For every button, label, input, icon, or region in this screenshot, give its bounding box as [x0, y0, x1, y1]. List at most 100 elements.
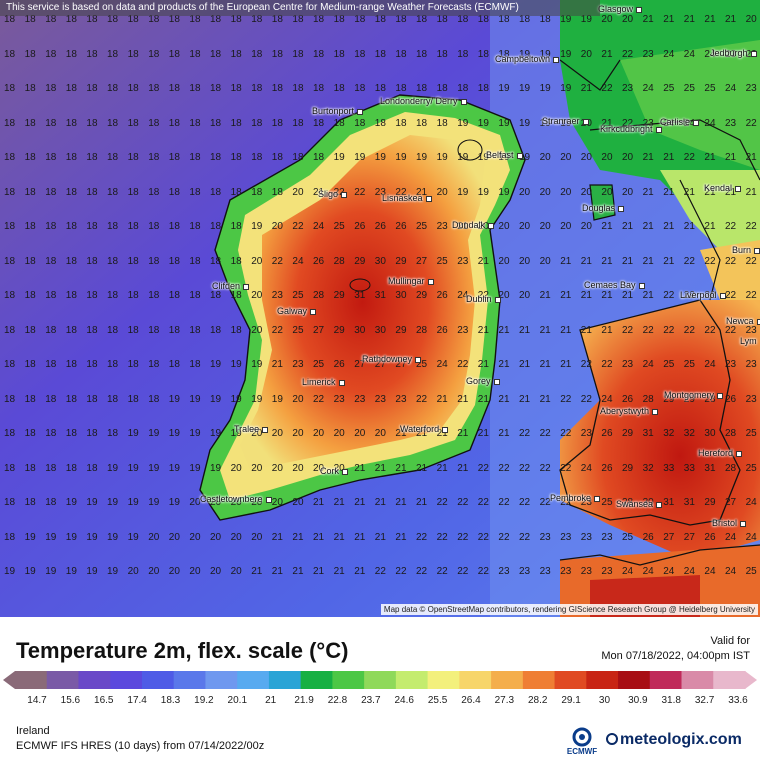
city-label[interactable]: Kendal: [704, 183, 742, 193]
grid-value: 18: [189, 48, 201, 60]
grid-value: 18: [86, 255, 98, 267]
city-label[interactable]: Galway: [277, 306, 317, 316]
city-label[interactable]: Clifden: [212, 281, 250, 291]
grid-value: 21: [601, 117, 613, 129]
grid-value: 18: [230, 255, 242, 267]
city-label[interactable]: Bristol: [712, 518, 747, 528]
grid-value: 25: [663, 359, 675, 370]
grid-value: 20: [251, 255, 263, 267]
temperature-map[interactable]: 18 18 18 18 18 18 18 18 18 18 18 18 18 18 18 18 18 18 18 18…: [0, 0, 760, 617]
city-label[interactable]: Kirkcudbright: [600, 124, 662, 134]
grid-value: 20: [519, 290, 531, 301]
city-marker-icon: [493, 378, 500, 385]
grid-value: 18: [519, 14, 531, 25]
grid-value: 29: [416, 290, 428, 301]
grid-value: 23: [560, 531, 572, 543]
city-label[interactable]: Dublin: [466, 294, 501, 304]
grid-value: 20: [560, 186, 572, 198]
city-label[interactable]: Liverpool: [680, 290, 726, 300]
grid-value: 21: [580, 324, 592, 336]
grid-value: 21: [663, 255, 675, 267]
grid-value: 18: [24, 152, 36, 163]
grid-value: 21: [663, 221, 675, 232]
grid-value: 20: [292, 462, 304, 474]
city-label[interactable]: Dundalk: [452, 220, 495, 230]
grid-value: 19: [560, 117, 572, 129]
city-label[interactable]: Burtonport: [312, 106, 364, 116]
grid-value: 18: [148, 186, 160, 198]
city-label[interactable]: Londonderry/ Derry: [380, 96, 467, 106]
grid-value: 18: [24, 117, 36, 129]
grid-value: 21: [313, 566, 325, 577]
city-label[interactable]: Gorey: [466, 376, 500, 386]
grid-value: 18: [86, 48, 98, 60]
city-label[interactable]: Carlisle: [660, 117, 700, 127]
grid-value: 18: [210, 221, 222, 232]
grid-value: 21: [374, 497, 386, 508]
grid-value: 18: [86, 186, 98, 198]
city-label[interactable]: Lisnaskea: [382, 193, 432, 203]
scale-segment: [681, 671, 714, 689]
ecmwf-logo-icon[interactable]: ECMWF: [562, 726, 602, 756]
grid-value: 20: [580, 48, 592, 60]
city-label[interactable]: Burn: [732, 245, 760, 255]
grid-value: 21: [436, 428, 448, 439]
city-label[interactable]: Sligo: [318, 189, 348, 199]
city-label[interactable]: Lym: [740, 336, 760, 346]
city-label[interactable]: Tralee: [234, 424, 269, 434]
city-label[interactable]: Glasgow: [598, 4, 643, 14]
city-name: Dundalk: [452, 220, 486, 230]
grid-value: 18: [24, 221, 36, 232]
city-label[interactable]: Jedburgh: [710, 48, 757, 58]
city-label[interactable]: Castletownbere: [200, 494, 272, 504]
grid-value: 25: [292, 290, 304, 301]
ecmwf-logo-text: ECMWF: [567, 747, 597, 756]
grid-value: 22: [416, 566, 428, 577]
grid-value: 20: [148, 566, 160, 577]
city-label[interactable]: Cemaes Bay: [584, 280, 645, 290]
city-label[interactable]: Cork: [320, 466, 349, 476]
grid-value: 18: [4, 186, 16, 198]
grid-value: 24: [745, 497, 757, 508]
city-label[interactable]: Mullingar: [388, 276, 434, 286]
city-label[interactable]: Rathdowney: [362, 354, 422, 364]
city-label[interactable]: Pembroke: [550, 493, 601, 503]
grid-value: 25: [416, 221, 428, 232]
city-label[interactable]: Stranraer: [542, 116, 589, 126]
city-label[interactable]: Aberystwyth: [600, 406, 659, 416]
grid-value: 23: [457, 324, 469, 336]
city-label[interactable]: Belfast: [486, 150, 523, 160]
grid-value: 18: [45, 48, 57, 60]
grid-value: 21: [395, 497, 407, 508]
grid-value: 22: [416, 393, 428, 405]
grid-value: 23: [580, 497, 592, 508]
grid-value: 24: [725, 566, 737, 577]
grid-value: 18: [292, 152, 304, 163]
grid-value: 18: [65, 359, 77, 370]
grid-value: 19: [436, 152, 448, 163]
city-label[interactable]: Campbeltown: [495, 54, 560, 64]
grid-value: 29: [354, 255, 366, 267]
map-attribution[interactable]: Map data © OpenStreetMap contributors, r…: [380, 604, 758, 615]
city-label[interactable]: Swansea: [616, 499, 663, 509]
city-label[interactable]: Limerick: [302, 377, 345, 387]
grid-value: 23: [725, 359, 737, 370]
grid-value: 22: [477, 531, 489, 543]
meteologix-brand[interactable]: meteologix.com: [606, 731, 742, 749]
grid-value: 23: [354, 393, 366, 405]
grid-value: 19: [86, 497, 98, 508]
grid-value: 22: [519, 428, 531, 439]
grid-value: 20: [271, 221, 283, 232]
grid-value: 21: [642, 255, 654, 267]
city-label[interactable]: Hereford: [698, 448, 743, 458]
grid-value: 18: [148, 48, 160, 60]
city-marker-icon: [736, 450, 743, 457]
city-name: Stranraer: [542, 116, 580, 126]
city-label[interactable]: Douglas: [582, 203, 625, 213]
city-label[interactable]: Waterford: [400, 424, 449, 434]
grid-value: 21: [725, 14, 737, 25]
ecmwf-notice: This service is based on data and produc…: [0, 0, 600, 16]
city-label[interactable]: Newca: [726, 316, 760, 326]
city-label[interactable]: Montgomery: [664, 390, 724, 400]
grid-value: 18: [86, 290, 98, 301]
